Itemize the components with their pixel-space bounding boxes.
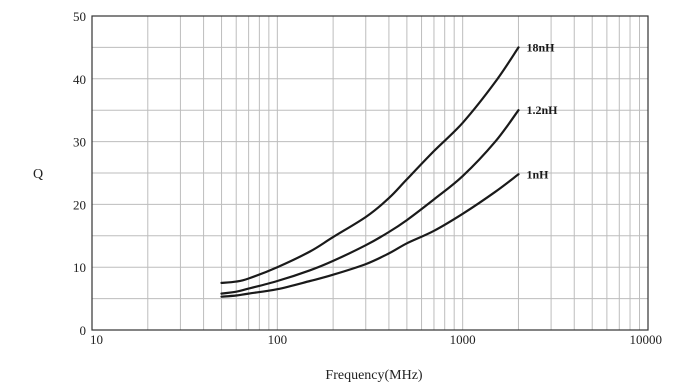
y-tick-label: 10: [73, 260, 86, 275]
grid: [91, 15, 648, 331]
series-lines: [220, 46, 520, 298]
y-tick-labels: 0 10 20 30 40 50: [73, 9, 86, 338]
y-tick-label: 50: [73, 9, 86, 24]
series-line-18nh: [220, 46, 520, 284]
x-tick-label: 10: [90, 332, 103, 347]
series-line-1-2nh: [220, 109, 520, 295]
series-label-1-2nh: 1.2nH: [526, 103, 558, 117]
plot-frame: [91, 15, 649, 331]
x-tick-label: 100: [268, 332, 288, 347]
y-tick-label: 30: [73, 135, 86, 150]
series-label-1nh: 1nH: [526, 167, 549, 181]
y-tick-label: 0: [80, 323, 87, 338]
x-tick-label: 1000: [450, 332, 476, 347]
series-label-18nh: 18nH: [526, 40, 555, 54]
series-labels: 18nH 1.2nH 1nH: [526, 40, 558, 181]
y-axis-title: Q: [33, 167, 43, 182]
x-tick-labels: 10 100 1000 10000: [90, 332, 662, 347]
series-line-1nh: [220, 173, 520, 298]
y-tick-label: 40: [73, 72, 86, 87]
x-tick-label: 10000: [630, 332, 663, 347]
x-axis-title: Frequency(MHz): [325, 368, 423, 383]
y-tick-label: 20: [73, 197, 86, 212]
